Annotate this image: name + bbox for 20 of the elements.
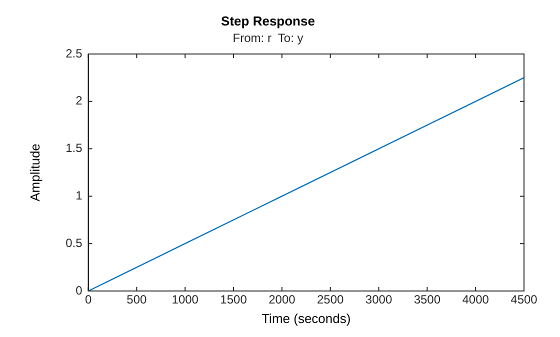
- y-tick-label: 2.5: [66, 46, 83, 60]
- y-tick-label: 1: [76, 188, 83, 203]
- x-tick-label: 2500: [316, 292, 344, 307]
- x-tick-label: 2000: [268, 292, 296, 307]
- x-axis-title: Time (seconds): [262, 310, 351, 326]
- x-tick-label: 1000: [172, 292, 199, 307]
- x-tick-label: 4500: [510, 292, 538, 307]
- y-tick-label: 1.5: [66, 141, 83, 156]
- x-tick-label: 4000: [462, 292, 490, 307]
- y-axis-title: Amplitude: [27, 144, 42, 202]
- x-tick-label: 3000: [365, 292, 392, 307]
- y-tick-label: 0.5: [66, 236, 83, 250]
- chart-title: Step Response: [221, 13, 315, 28]
- x-tick-label: 1500: [220, 292, 248, 307]
- x-tick-label: 3500: [414, 292, 441, 307]
- chart-subtitle: From: r To: y: [232, 31, 304, 46]
- y-tick-label: 2: [76, 94, 83, 108]
- x-tick-label: 0: [84, 292, 92, 307]
- y-tick-label: 0: [76, 283, 83, 298]
- x-tick-label: 500: [126, 292, 148, 307]
